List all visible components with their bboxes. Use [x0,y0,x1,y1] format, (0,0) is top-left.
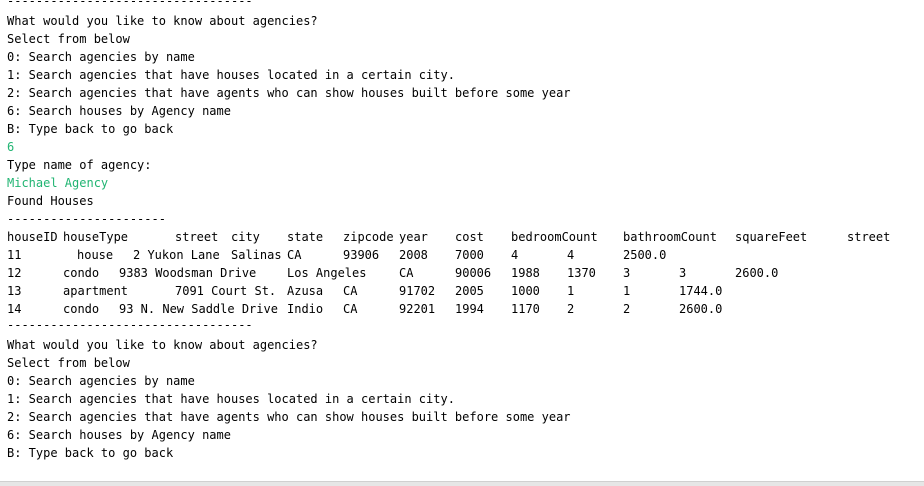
cell-bathroomcount: 3 [679,266,687,280]
header-year: year [399,230,428,244]
cell-bedroomcount: 1 [567,284,575,298]
cell-city: Azusa [287,284,324,298]
header-state: state [287,230,324,244]
cell-year: 2005 [455,284,484,298]
cell-cost: 7000 [455,248,484,262]
cell-bathroomcount: 2 [623,302,631,316]
cell-street: 93 N. New Saddle Drive [119,302,278,316]
cell-squarefeet: 2500.0 [623,248,667,262]
menu-question: What would you like to know about agenci… [7,338,318,352]
separator-line: ---------------------------------- [7,318,253,332]
cell-housetype: house [77,248,114,262]
menu-option-2: 2: Search agencies that have agents who … [7,86,571,100]
cell-city: Los Angeles [287,266,367,280]
cell-year: 1994 [455,302,484,316]
cell-houseid: 13 [7,284,22,298]
table-separator: ---------------------- [7,212,166,226]
cell-houseid: 12 [7,266,22,280]
header-squarefeet: squareFeet [735,230,808,244]
cell-cost: 1000 [511,284,540,298]
cell-squarefeet: 2600.0 [679,302,723,316]
menu-option-2: 2: Search agencies that have agents who … [7,410,571,424]
header-houseid: houseID [7,230,58,244]
cell-year: 1988 [511,266,540,280]
cell-bedroomcount: 2 [567,302,575,316]
header-bedroomcount: bedroomCount [511,230,598,244]
menu-option-1: 1: Search agencies that have houses loca… [7,68,455,82]
cell-zipcode: 92201 [399,302,436,316]
cell-bathroomcount: 4 [567,248,575,262]
header-bathroomcount: bathroomCount [623,230,717,244]
cell-bedroomcount: 3 [623,266,631,280]
header-street-extra: street [847,230,891,244]
cell-housetype: apartment [63,284,129,298]
user-agency-input: Michael Agency [7,176,109,190]
found-houses-label: Found Houses [7,194,94,208]
cell-housetype: condo [63,302,100,316]
separator-line: ---------------------------------- [7,0,253,8]
header-street: street [175,230,219,244]
cell-street: 7091 Court St. [175,284,277,298]
menu-option-6: 6: Search houses by Agency name [7,104,231,118]
header-cost: cost [455,230,484,244]
cell-housetype: condo [63,266,100,280]
user-choice-input: 6 [7,140,15,154]
menu-option-0: 0: Search agencies by name [7,374,195,388]
header-housetype: houseType [63,230,129,244]
cell-city: Indio [287,302,324,316]
cell-street: 2 Yukon Lane [133,248,220,262]
header-zipcode: zipcode [343,230,394,244]
menu-option-6: 6: Search houses by Agency name [7,428,231,442]
cell-zipcode: 93906 [343,248,380,262]
header-city: city [231,230,260,244]
cell-street: 9383 Woodsman Drive [119,266,257,280]
cell-cost: 1370 [567,266,596,280]
cell-state: CA [343,284,358,298]
cell-zipcode: 91702 [399,284,436,298]
cell-zipcode: 90006 [455,266,492,280]
cell-squarefeet: 2600.0 [735,266,779,280]
menu-question: What would you like to know about agenci… [7,14,318,28]
menu-prompt: Select from below [7,32,130,46]
cell-houseid: 11 [7,248,22,262]
cell-squarefeet: 1744.0 [679,284,723,298]
cell-houseid: 14 [7,302,22,316]
menu-option-0: 0: Search agencies by name [7,50,195,64]
cell-bedroomcount: 4 [511,248,519,262]
cell-bathroomcount: 1 [623,284,631,298]
menu-option-1: 1: Search agencies that have houses loca… [7,392,455,406]
cell-state: CA [399,266,414,280]
agency-name-prompt: Type name of agency: [7,158,152,172]
cell-city: Salinas [231,248,282,262]
menu-prompt: Select from below [7,356,130,370]
window-bottom-border [0,481,924,486]
menu-option-back: B: Type back to go back [7,122,174,136]
cell-state: CA [343,302,358,316]
cell-state: CA [287,248,302,262]
cell-cost: 1170 [511,302,540,316]
menu-option-back: B: Type back to go back [7,446,174,460]
cell-year: 2008 [399,248,428,262]
